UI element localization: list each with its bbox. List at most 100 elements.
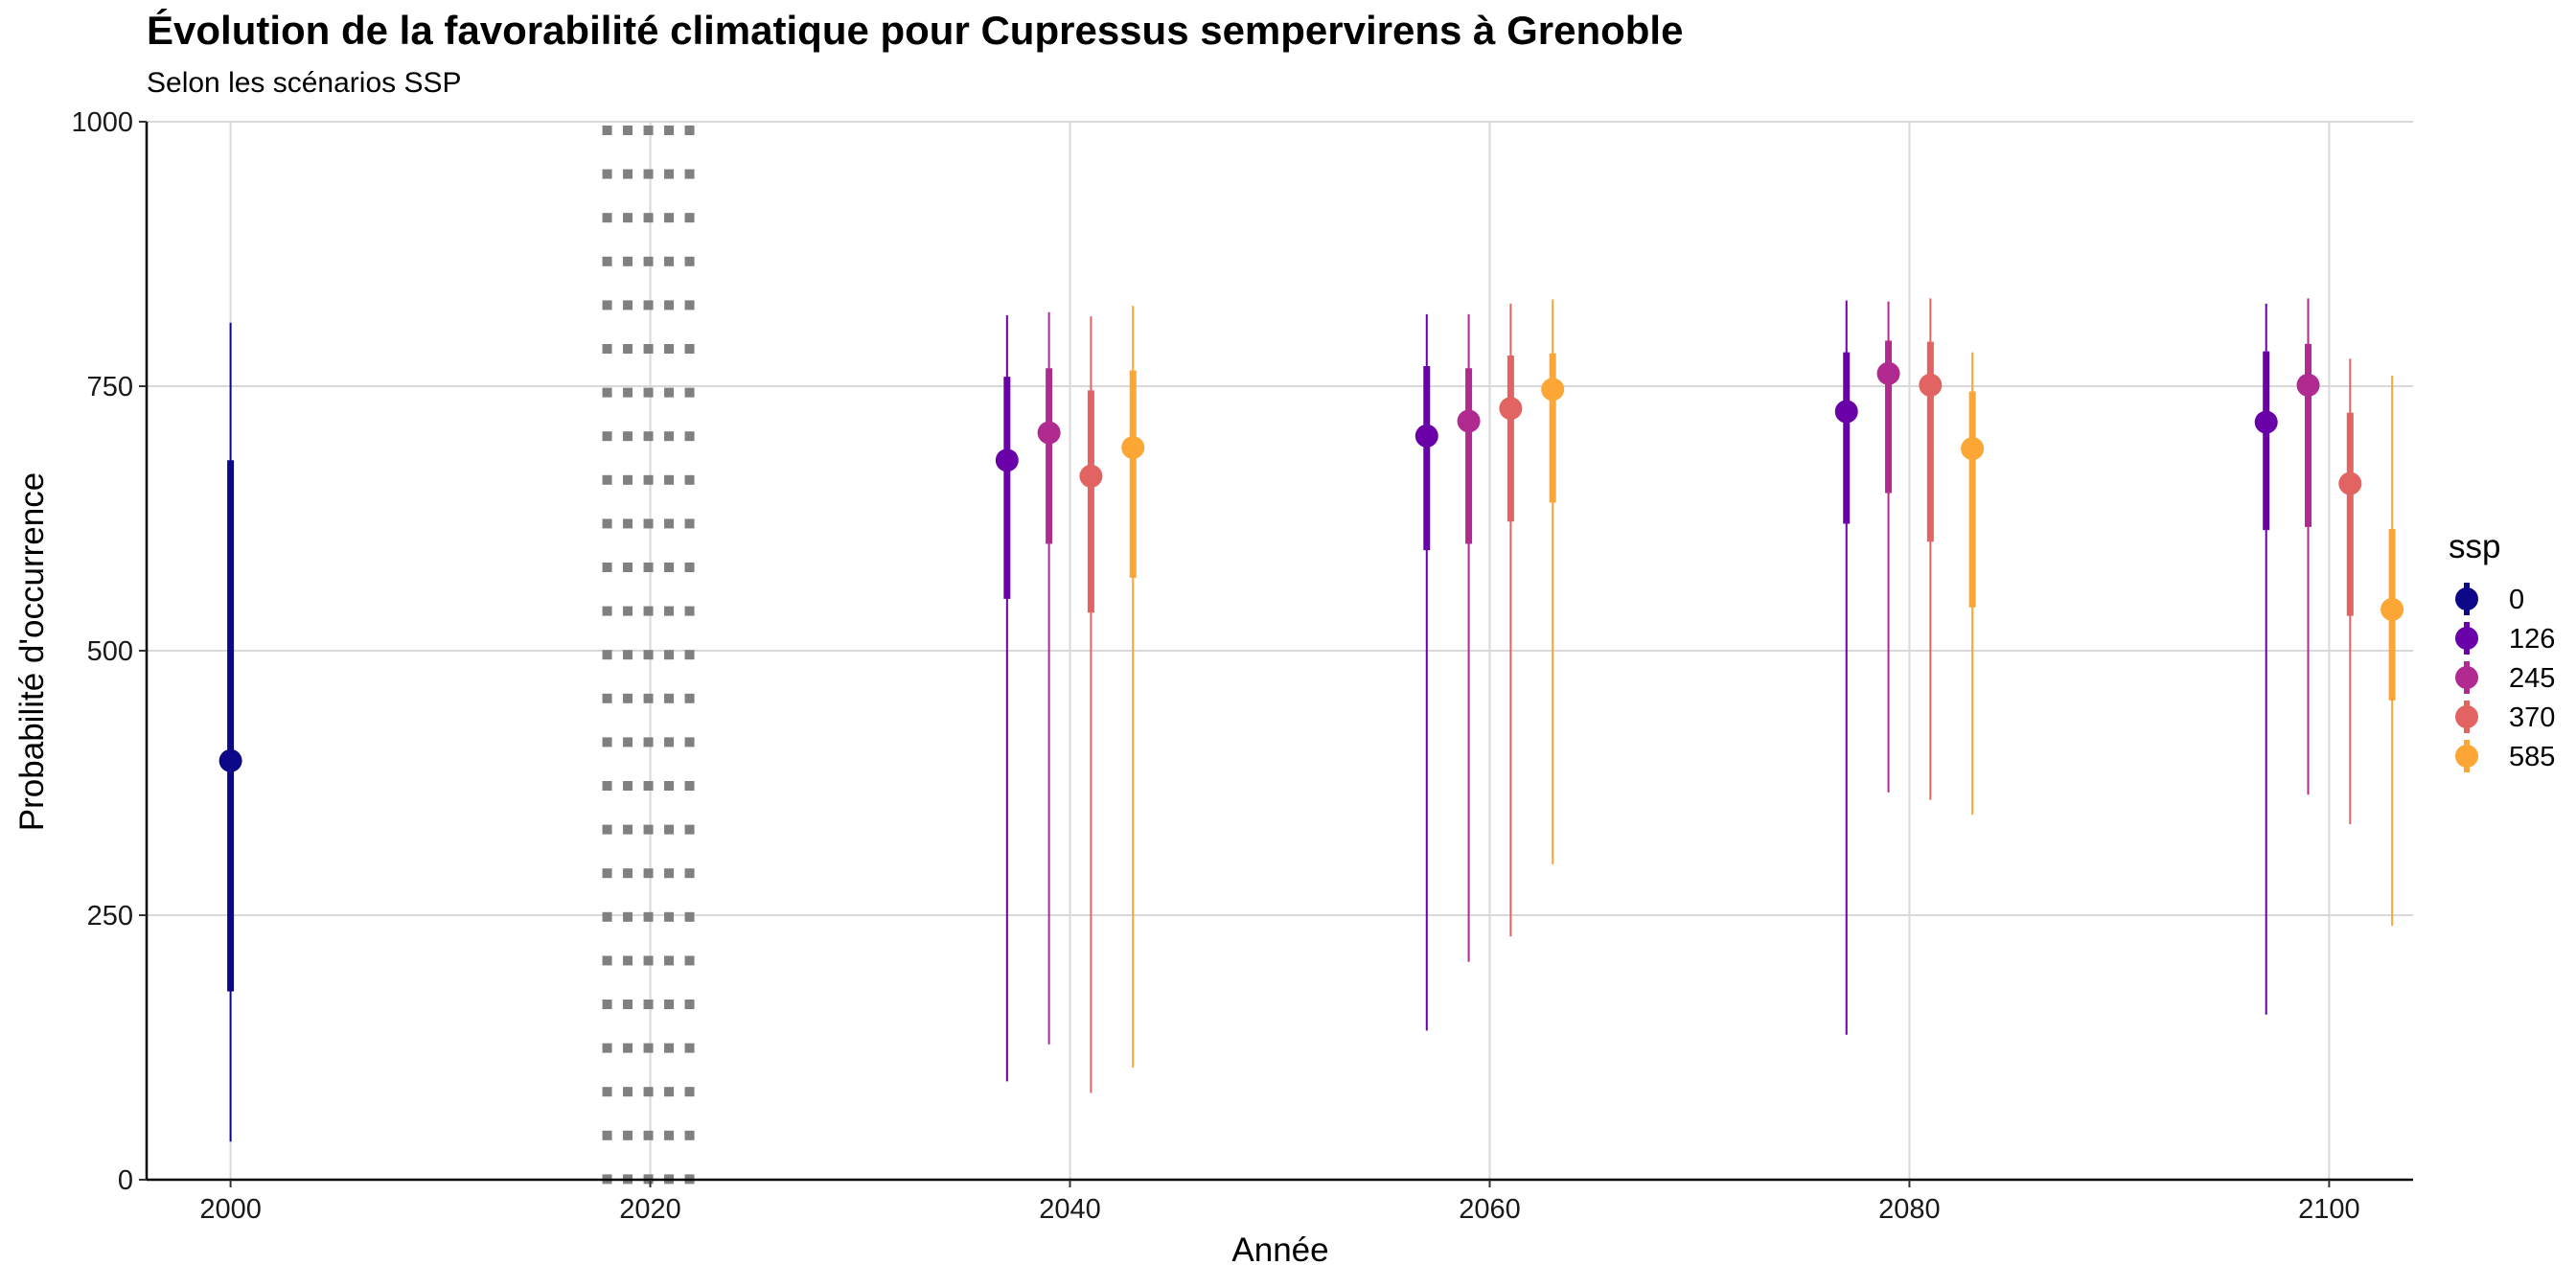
reference-dot: [643, 169, 654, 179]
reference-dot: [664, 256, 675, 266]
reference-dot: [623, 606, 633, 616]
reference-dot: [664, 955, 675, 966]
reference-dot: [684, 737, 695, 748]
reference-dot: [602, 650, 612, 660]
reference-dot: [643, 737, 654, 748]
reference-dot: [602, 518, 612, 529]
point-0: [218, 748, 242, 772]
reference-dot: [623, 474, 633, 485]
reference-dot: [643, 650, 654, 660]
point-245: [2296, 373, 2320, 397]
reference-dot: [623, 1000, 633, 1009]
point-585: [1541, 378, 1565, 402]
reference-dot: [643, 1130, 654, 1140]
reference-dot: [623, 169, 633, 179]
reference-dot: [684, 213, 695, 223]
reference-dot: [602, 911, 612, 922]
reference-dot: [643, 693, 654, 703]
reference-dot: [664, 1043, 675, 1053]
reference-dot: [602, 1000, 612, 1009]
reference-dot: [664, 693, 675, 703]
point-370: [1919, 373, 1943, 397]
reference-dot: [684, 518, 695, 529]
reference-dot: [664, 431, 675, 442]
reference-dot: [602, 868, 612, 879]
reference-dot: [623, 1043, 633, 1053]
reference-dot: [602, 1043, 612, 1053]
reference-dot: [664, 737, 675, 748]
reference-dot: [602, 431, 612, 442]
reference-dot: [684, 1000, 695, 1009]
reference-dot: [623, 650, 633, 660]
x-tick-label: 2100: [2298, 1194, 2360, 1225]
reference-dot: [602, 474, 612, 485]
reference-dot: [684, 169, 695, 179]
reference-dot: [664, 344, 675, 354]
reference-dot: [643, 213, 654, 223]
reference-dot: [643, 256, 654, 266]
axes: 0 250 500 750 1000 2000 2020 2040 2060 2080 2100: [71, 107, 2413, 1225]
reference-dot: [643, 868, 654, 879]
reference-dot: [684, 1087, 695, 1097]
reference-dot: [623, 1087, 633, 1097]
y-tick-label: 250: [87, 901, 133, 932]
reference-dot: [684, 911, 695, 922]
reference-dot: [623, 868, 633, 879]
reference-dot: [643, 431, 654, 442]
reference-dot: [623, 737, 633, 748]
reference-dot: [602, 213, 612, 223]
reference-dot: [664, 868, 675, 879]
reference-dot: [623, 256, 633, 266]
reference-dot: [684, 431, 695, 442]
reference-dot: [643, 1000, 654, 1009]
reference-dot: [643, 911, 654, 922]
reference-dot: [664, 387, 675, 398]
reference-dot: [643, 1043, 654, 1053]
reference-dot: [623, 563, 633, 572]
reference-dot: [623, 431, 633, 442]
legend-label-126: 126: [2509, 624, 2555, 655]
reference-dot: [643, 474, 654, 485]
reference-dot: [664, 474, 675, 485]
reference-dot: [664, 824, 675, 835]
reference-dot: [684, 1043, 695, 1053]
point-245: [1037, 421, 1061, 445]
x-tick-label: 2040: [1039, 1194, 1101, 1225]
point-370: [1499, 397, 1523, 421]
reference-dot: [684, 606, 695, 616]
x-tick-label: 2000: [199, 1194, 262, 1225]
reference-dot: [643, 300, 654, 310]
reference-dot: [643, 781, 654, 791]
reference-dot: [643, 606, 654, 616]
point-370: [2338, 472, 2362, 495]
reference-dot: [602, 126, 612, 135]
reference-dot: [623, 518, 633, 529]
reference-dot: [684, 300, 695, 310]
reference-dot: [602, 169, 612, 179]
reference-dot: [664, 563, 675, 572]
legend-key-point-585: [2455, 745, 2478, 768]
reference-dot: [684, 387, 695, 398]
reference-dot: [623, 781, 633, 791]
reference-dot: [602, 737, 612, 748]
reference-dot: [643, 563, 654, 572]
reference-dot: [623, 1130, 633, 1140]
reference-dot: [643, 126, 654, 135]
reference-dot: [664, 126, 675, 135]
legend-key-point-0: [2455, 587, 2478, 610]
reference-dot: [684, 955, 695, 966]
point-126: [1834, 400, 1858, 424]
x-tick-label: 2060: [1459, 1194, 1521, 1225]
reference-dot: [684, 474, 695, 485]
reference-dot: [602, 693, 612, 703]
reference-dot: [623, 213, 633, 223]
reference-dot: [664, 911, 675, 922]
point-585: [1121, 436, 1145, 460]
reference-dot: [684, 1130, 695, 1140]
reference-dot: [623, 126, 633, 135]
point-126: [995, 448, 1019, 472]
grid-lines: [147, 121, 2413, 1181]
reference-dot: [684, 824, 695, 835]
legend-title: ssp: [2449, 528, 2500, 565]
